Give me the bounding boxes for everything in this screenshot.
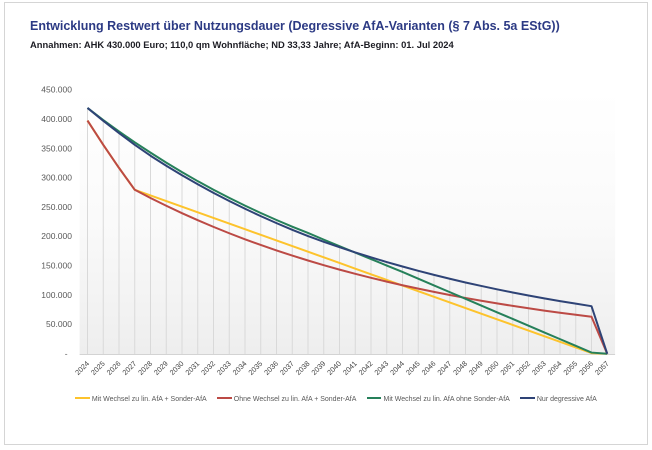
svg-text:-: - [65, 349, 68, 359]
svg-text:2046: 2046 [420, 359, 438, 377]
svg-text:2055: 2055 [561, 359, 579, 377]
svg-text:2033: 2033 [215, 359, 233, 377]
svg-text:450.000: 450.000 [41, 85, 72, 95]
svg-text:2040: 2040 [325, 359, 343, 377]
svg-text:400.000: 400.000 [41, 114, 72, 124]
svg-text:2053: 2053 [530, 359, 548, 377]
svg-text:250.000: 250.000 [41, 202, 72, 212]
svg-text:2048: 2048 [451, 359, 469, 377]
svg-text:2038: 2038 [294, 359, 312, 377]
svg-text:2044: 2044 [388, 359, 406, 377]
svg-text:2043: 2043 [372, 359, 390, 377]
svg-text:2042: 2042 [357, 359, 375, 377]
svg-text:2028: 2028 [136, 359, 154, 377]
svg-text:2045: 2045 [404, 359, 422, 377]
svg-text:2041: 2041 [341, 359, 359, 377]
svg-text:2056: 2056 [577, 359, 595, 377]
svg-text:2054: 2054 [546, 359, 564, 377]
svg-text:300.000: 300.000 [41, 173, 72, 183]
svg-text:2024: 2024 [73, 359, 91, 377]
svg-text:2035: 2035 [246, 359, 264, 377]
svg-text:350.000: 350.000 [41, 143, 72, 153]
svg-text:2027: 2027 [120, 359, 138, 377]
svg-text:2057: 2057 [593, 359, 611, 377]
svg-text:2034: 2034 [231, 359, 249, 377]
svg-text:2029: 2029 [152, 359, 170, 377]
svg-text:100.000: 100.000 [41, 290, 72, 300]
svg-text:2047: 2047 [435, 359, 453, 377]
svg-text:50.000: 50.000 [46, 319, 72, 329]
svg-text:2036: 2036 [262, 359, 280, 377]
svg-text:2026: 2026 [105, 359, 123, 377]
svg-text:2050: 2050 [483, 359, 501, 377]
svg-text:2039: 2039 [309, 359, 327, 377]
svg-text:2051: 2051 [498, 359, 516, 377]
svg-text:2032: 2032 [199, 359, 217, 377]
svg-text:2037: 2037 [278, 359, 296, 377]
svg-text:2025: 2025 [89, 359, 107, 377]
svg-text:200.000: 200.000 [41, 231, 72, 241]
svg-text:2031: 2031 [183, 359, 201, 377]
svg-text:2030: 2030 [168, 359, 186, 377]
svg-text:150.000: 150.000 [41, 261, 72, 271]
svg-text:2049: 2049 [467, 359, 485, 377]
svg-text:2052: 2052 [514, 359, 532, 377]
